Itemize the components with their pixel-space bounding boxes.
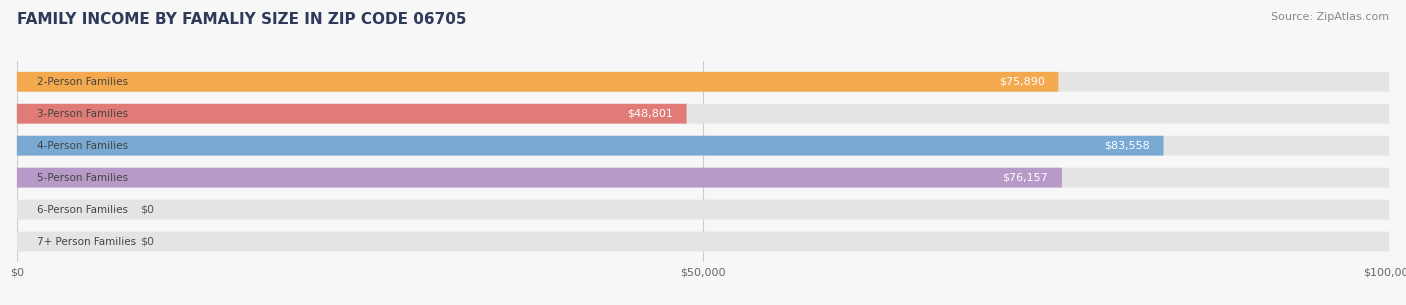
Text: 7+ Person Families: 7+ Person Families [38, 237, 136, 246]
Text: $75,890: $75,890 [998, 77, 1045, 87]
FancyBboxPatch shape [17, 72, 1059, 92]
FancyBboxPatch shape [17, 104, 1389, 124]
Text: 3-Person Families: 3-Person Families [38, 109, 128, 119]
Text: Source: ZipAtlas.com: Source: ZipAtlas.com [1271, 12, 1389, 22]
Text: $0: $0 [141, 237, 155, 246]
Text: $0: $0 [141, 205, 155, 215]
FancyBboxPatch shape [17, 168, 1389, 188]
FancyBboxPatch shape [17, 231, 1389, 251]
Text: $83,558: $83,558 [1104, 141, 1150, 151]
FancyBboxPatch shape [17, 168, 1062, 188]
Text: 4-Person Families: 4-Person Families [38, 141, 128, 151]
Text: $48,801: $48,801 [627, 109, 673, 119]
Text: $76,157: $76,157 [1002, 173, 1049, 183]
FancyBboxPatch shape [17, 104, 686, 124]
Text: 6-Person Families: 6-Person Families [38, 205, 128, 215]
FancyBboxPatch shape [17, 72, 1389, 92]
Text: 5-Person Families: 5-Person Families [38, 173, 128, 183]
FancyBboxPatch shape [17, 136, 1389, 156]
FancyBboxPatch shape [17, 136, 1164, 156]
FancyBboxPatch shape [17, 200, 1389, 220]
Text: FAMILY INCOME BY FAMALIY SIZE IN ZIP CODE 06705: FAMILY INCOME BY FAMALIY SIZE IN ZIP COD… [17, 12, 467, 27]
Text: 2-Person Families: 2-Person Families [38, 77, 128, 87]
